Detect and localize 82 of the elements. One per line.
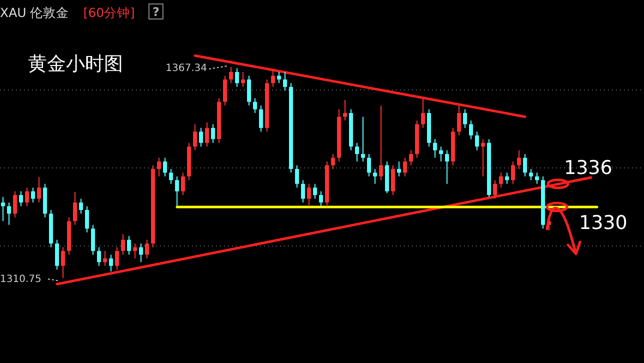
candlestick bbox=[25, 187, 29, 207]
candlestick bbox=[331, 154, 335, 170]
candlestick bbox=[535, 172, 539, 184]
candlestick bbox=[91, 224, 95, 256]
candlestick bbox=[409, 150, 413, 166]
candlestick bbox=[445, 150, 449, 184]
candlestick bbox=[469, 120, 473, 140]
candlestick bbox=[1, 196, 5, 222]
candlestick bbox=[121, 234, 125, 256]
candlestick bbox=[169, 168, 173, 184]
candlestick bbox=[433, 138, 437, 158]
candlestick bbox=[157, 157, 161, 177]
candlestick bbox=[283, 71, 287, 92]
annotation: 黄金小时图 bbox=[28, 53, 123, 75]
candlestick bbox=[223, 75, 227, 106]
candlestick bbox=[235, 68, 239, 88]
candlestick bbox=[79, 198, 83, 214]
candlestick bbox=[61, 246, 65, 278]
candlestick bbox=[379, 105, 383, 181]
candlestick bbox=[463, 108, 467, 128]
candlestick bbox=[355, 142, 359, 162]
candlestick bbox=[517, 150, 521, 170]
candlestick bbox=[7, 202, 11, 226]
candlestick bbox=[529, 168, 533, 181]
candlestick bbox=[439, 146, 443, 162]
candlestick bbox=[19, 190, 23, 207]
candlestick bbox=[109, 254, 113, 272]
candlestick bbox=[397, 160, 401, 177]
candlestick bbox=[499, 172, 503, 188]
annotation: 1310.75 bbox=[0, 274, 42, 285]
candlestick bbox=[211, 124, 215, 144]
candlestick bbox=[301, 180, 305, 203]
candlestick bbox=[307, 183, 311, 207]
annotation: 1330 bbox=[579, 212, 628, 234]
candlestick bbox=[31, 187, 35, 203]
candlestick bbox=[343, 99, 347, 121]
candlestick bbox=[271, 70, 275, 88]
candlestick bbox=[481, 138, 485, 177]
annotation: 1367.34 bbox=[166, 63, 207, 74]
candlestick bbox=[403, 157, 407, 177]
candlestick bbox=[55, 239, 59, 270]
candlestick bbox=[313, 183, 317, 200]
candlestick bbox=[241, 71, 245, 88]
candlestick bbox=[127, 236, 131, 256]
candlestick bbox=[145, 239, 149, 259]
annotation: 1336 bbox=[564, 156, 612, 179]
candlestick bbox=[115, 246, 119, 270]
candlestick bbox=[103, 250, 107, 266]
text: ? bbox=[152, 5, 160, 19]
candlestick bbox=[229, 66, 233, 84]
candlestick bbox=[133, 243, 137, 259]
candlestick bbox=[13, 190, 17, 218]
candlestick bbox=[247, 75, 251, 106]
candlestick bbox=[391, 164, 395, 196]
candlestick bbox=[457, 105, 461, 136]
candlestick bbox=[277, 71, 281, 84]
candlestick bbox=[511, 160, 515, 184]
candlestick bbox=[199, 127, 203, 148]
candlestick bbox=[505, 172, 509, 184]
candlestick bbox=[373, 168, 377, 184]
candlestick bbox=[85, 206, 89, 233]
candlestick bbox=[73, 192, 77, 226]
candlestick bbox=[475, 131, 479, 151]
candlestick bbox=[175, 176, 179, 207]
chart-title: XAU 伦敦金 bbox=[0, 5, 70, 20]
candlestick bbox=[97, 246, 101, 266]
candlestick bbox=[37, 176, 41, 203]
candlestick bbox=[193, 124, 197, 151]
candlestick bbox=[181, 172, 185, 196]
candlestick bbox=[253, 98, 257, 114]
candlestick bbox=[139, 243, 143, 263]
candlestick bbox=[361, 116, 365, 162]
candlestick bbox=[163, 157, 167, 177]
chart-subtitle: [60分钟] bbox=[83, 5, 135, 20]
candlestick bbox=[259, 105, 263, 132]
candlestick bbox=[493, 180, 497, 200]
candlestick bbox=[319, 190, 323, 207]
candlestick bbox=[205, 122, 209, 148]
candlestick bbox=[421, 98, 425, 128]
candlestick bbox=[523, 154, 527, 177]
candlestick bbox=[295, 164, 299, 188]
candlestick bbox=[367, 154, 371, 177]
